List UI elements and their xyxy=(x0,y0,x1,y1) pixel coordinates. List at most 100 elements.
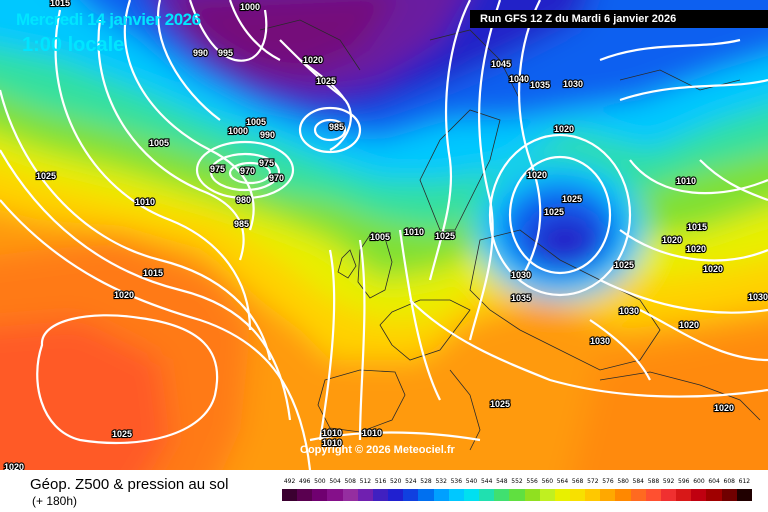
scale-tick-label: 500 xyxy=(314,478,326,485)
isobar-label: 1025 xyxy=(316,76,336,86)
isobar-label: 1015 xyxy=(687,222,707,232)
isobar-label: 1020 xyxy=(527,170,547,180)
scale-tick-label: 536 xyxy=(450,478,462,485)
isobar-label: 975 xyxy=(210,164,225,174)
scale-tick-label: 588 xyxy=(647,478,659,485)
scale-swatch xyxy=(403,489,418,501)
isobar-label: 1030 xyxy=(748,292,768,302)
scale-swatch xyxy=(312,489,327,501)
isobar-label: 1010 xyxy=(404,227,424,237)
scale-swatch xyxy=(373,489,388,501)
scale-swatch xyxy=(434,489,449,501)
isobar-label: 1010 xyxy=(135,197,155,207)
scale-swatch xyxy=(540,489,555,501)
isobar-label: 1005 xyxy=(370,232,390,242)
scale-tick-label: 560 xyxy=(541,478,553,485)
isobar-label: 985 xyxy=(329,122,344,132)
scale-swatch xyxy=(646,489,661,501)
isobar-label: 995 xyxy=(218,48,233,58)
isobar-label: 990 xyxy=(260,130,275,140)
isobar-label: 1025 xyxy=(36,171,56,181)
isobar-label: 970 xyxy=(269,173,284,183)
isobar-label: 1020 xyxy=(679,320,699,330)
scale-tick-label: 604 xyxy=(708,478,720,485)
scale-tick-label: 520 xyxy=(390,478,402,485)
isobar-label: 1020 xyxy=(4,462,24,470)
scale-swatch xyxy=(585,489,600,501)
scale-swatch xyxy=(631,489,646,501)
scale-tick-label: 584 xyxy=(632,478,644,485)
scale-tick-label: 496 xyxy=(299,478,311,485)
scale-tick-label: 568 xyxy=(572,478,584,485)
isobar-label: 1015 xyxy=(143,268,163,278)
isobar-label: 1010 xyxy=(322,428,342,438)
isobar-label: 1035 xyxy=(530,80,550,90)
scale-tick-label: 608 xyxy=(723,478,735,485)
scale-tick-label: 600 xyxy=(693,478,705,485)
scale-swatch xyxy=(449,489,464,501)
scale-swatch xyxy=(676,489,691,501)
scale-swatch xyxy=(615,489,630,501)
isobar-label: 1010 xyxy=(676,176,696,186)
scale-swatch xyxy=(282,489,297,501)
scale-tick-label: 612 xyxy=(738,478,750,485)
isobar-label: 990 xyxy=(193,48,208,58)
scale-swatch xyxy=(722,489,737,501)
legend-panel: Géop. Z500 & pression au sol (+ 180h) 49… xyxy=(0,470,768,512)
scale-swatch xyxy=(570,489,585,501)
scale-tick-label: 576 xyxy=(602,478,614,485)
isobar-label: 970 xyxy=(240,166,255,176)
scale-tick-label: 556 xyxy=(526,478,538,485)
scale-tick-label: 544 xyxy=(481,478,493,485)
scale-swatch xyxy=(661,489,676,501)
forecast-local-time: 1:00 locale xyxy=(22,34,124,57)
isobar-label: 1005 xyxy=(246,117,266,127)
scale-swatch xyxy=(343,489,358,501)
isobar-label: 1025 xyxy=(544,207,564,217)
scale-swatch xyxy=(737,489,752,501)
isobar-label: 1025 xyxy=(614,260,634,270)
isobar-label: 1020 xyxy=(703,264,723,274)
scale-swatch xyxy=(706,489,721,501)
scale-swatch xyxy=(691,489,706,501)
isobar-label: 1020 xyxy=(114,290,134,300)
scale-swatch xyxy=(600,489,615,501)
scale-tick-label: 528 xyxy=(420,478,432,485)
color-scale-labels: 492 496 500 504 508 512 516 520 524 528 532 536 540 5… xyxy=(282,478,752,488)
scale-tick-label: 552 xyxy=(511,478,523,485)
isobar-label: 1020 xyxy=(303,55,323,65)
legend-subtitle: (+ 180h) xyxy=(32,494,77,508)
scale-tick-label: 504 xyxy=(329,478,341,485)
scale-swatch xyxy=(327,489,342,501)
isobar-label: 1035 xyxy=(511,293,531,303)
scale-swatch xyxy=(525,489,540,501)
isobar-label: 1025 xyxy=(435,231,455,241)
scale-tick-label: 524 xyxy=(405,478,417,485)
isobar-label: 1045 xyxy=(491,59,511,69)
isobar-label: 985 xyxy=(234,219,249,229)
weather-map: 1015 1000 990 995 1020 1025 1005 1000 99… xyxy=(0,0,768,470)
scale-tick-label: 548 xyxy=(496,478,508,485)
scale-tick-label: 592 xyxy=(663,478,675,485)
isobar-label: 1025 xyxy=(112,429,132,439)
scale-tick-label: 596 xyxy=(678,478,690,485)
scale-tick-label: 532 xyxy=(435,478,447,485)
isobar-label: 1005 xyxy=(149,138,169,148)
isobar-label: 1020 xyxy=(714,403,734,413)
scale-swatch xyxy=(464,489,479,501)
scale-tick-label: 564 xyxy=(556,478,568,485)
scale-swatch xyxy=(509,489,524,501)
scale-swatch xyxy=(494,489,509,501)
isobar-label: 980 xyxy=(236,195,251,205)
isobar-label: 1000 xyxy=(228,126,248,136)
scale-tick-label: 572 xyxy=(587,478,599,485)
scale-tick-label: 492 xyxy=(284,478,296,485)
copyright-notice: Copyright © 2026 Meteociel.fr xyxy=(300,444,455,456)
scale-swatch xyxy=(479,489,494,501)
isobar-label: 975 xyxy=(259,158,274,168)
scale-swatch xyxy=(358,489,373,501)
scale-tick-label: 512 xyxy=(359,478,371,485)
legend-title: Géop. Z500 & pression au sol xyxy=(30,476,228,493)
scale-tick-label: 580 xyxy=(617,478,629,485)
scale-tick-label: 516 xyxy=(375,478,387,485)
